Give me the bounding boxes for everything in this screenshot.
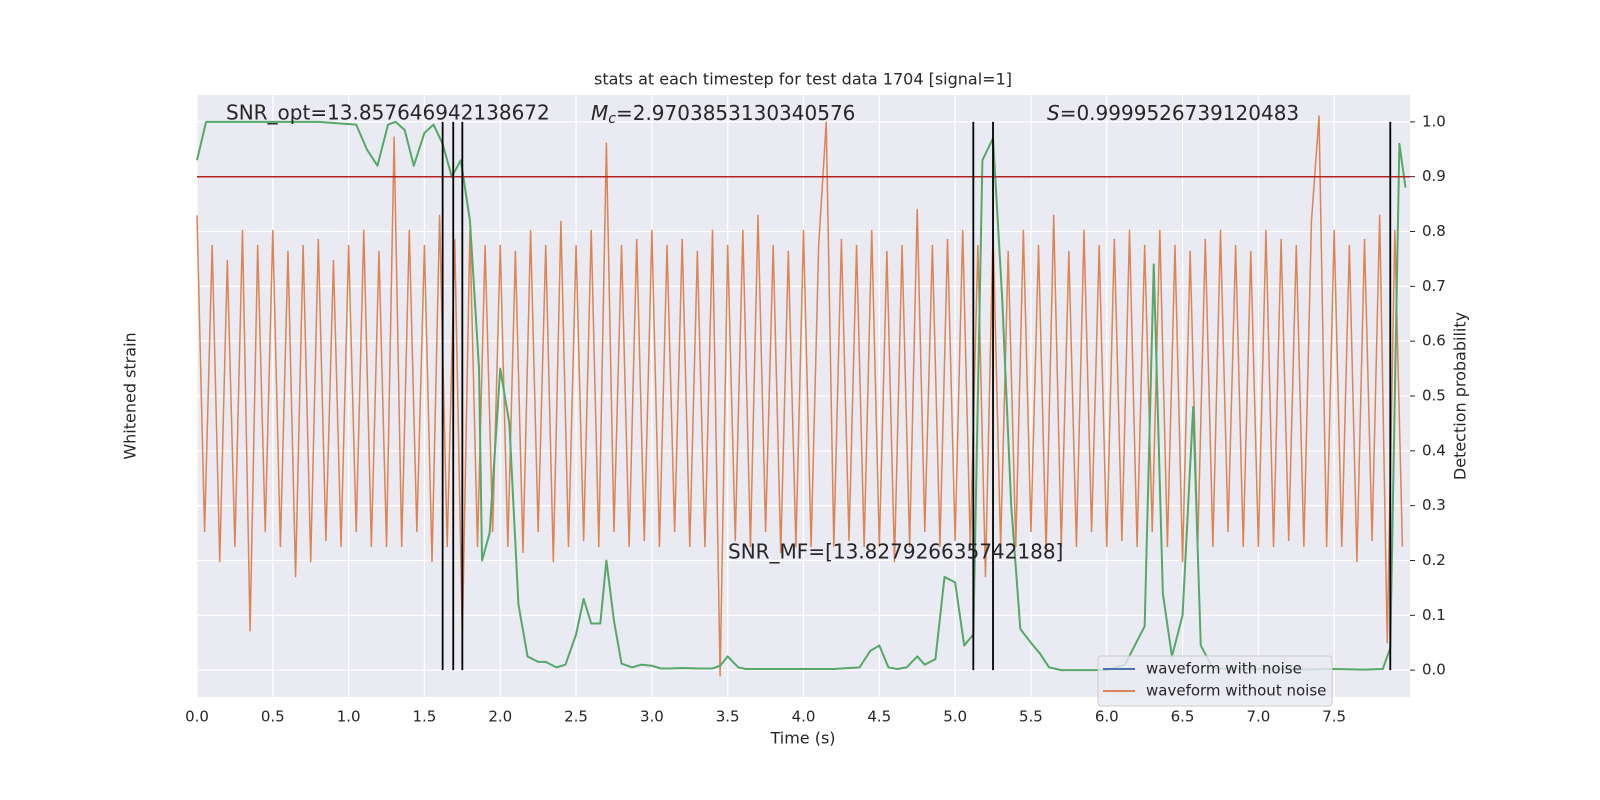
y2-tick-label: 0.9 xyxy=(1422,167,1446,185)
y2-tick-label: 0.6 xyxy=(1422,332,1446,350)
legend-label: waveform without noise xyxy=(1146,682,1326,700)
y2-tick-label: 0.5 xyxy=(1422,387,1446,405)
annotation: SNR_opt=13.857646942138672 xyxy=(226,101,550,125)
x-tick-label: 3.5 xyxy=(716,708,740,726)
x-axis-label: Time (s) xyxy=(769,729,835,748)
y-axis-label: Whitened strain xyxy=(121,332,140,459)
y2-tick-label: 0.2 xyxy=(1422,551,1446,569)
x-tick-label: 5.0 xyxy=(943,708,967,726)
x-tick-label: 6.5 xyxy=(1171,708,1195,726)
chart-title: stats at each timestep for test data 170… xyxy=(594,70,1012,89)
annotation-text: =0.9999526739120483 xyxy=(1060,101,1299,125)
y2-axis-label: Detection probability xyxy=(1451,312,1470,480)
legend-box xyxy=(1097,655,1333,707)
x-tick-label: 7.5 xyxy=(1322,708,1346,726)
y2-tick-label: 1.0 xyxy=(1422,112,1446,130)
x-tick-label: 1.0 xyxy=(337,708,361,726)
x-tick-label: 4.0 xyxy=(792,708,816,726)
x-tick-label: 7.0 xyxy=(1246,708,1270,726)
annotation-symbol: M xyxy=(591,101,608,125)
annotation: Mc=2.9703853130340576 xyxy=(591,101,855,128)
y2-tick-label: 0.3 xyxy=(1422,496,1446,514)
annotation-text: =2.9703853130340576 xyxy=(616,101,855,125)
x-tick-label: 1.5 xyxy=(413,708,437,726)
y2-tick-label: 0.8 xyxy=(1422,222,1446,240)
x-tick-label: 2.0 xyxy=(488,708,512,726)
x-tick-label: 6.0 xyxy=(1095,708,1119,726)
y2-tick-label: 0.4 xyxy=(1422,441,1446,459)
legend-label: waveform with noise xyxy=(1146,660,1302,678)
x-tick-label: 3.0 xyxy=(640,708,664,726)
x-tick-label: 4.5 xyxy=(867,708,891,726)
x-tick-label: 0.0 xyxy=(185,708,209,726)
y2-tick-label: 0.7 xyxy=(1422,277,1446,295)
y2-tick-label: 0.0 xyxy=(1422,661,1446,679)
x-tick-label: 0.5 xyxy=(261,708,285,726)
y2-tick-label: 0.1 xyxy=(1422,606,1446,624)
annotation-symbol: S xyxy=(1047,101,1060,125)
annotation-subscript: c xyxy=(608,111,616,127)
series-line xyxy=(196,115,1404,677)
x-tick-label: 5.5 xyxy=(1019,708,1043,726)
annotation: S=0.9999526739120483 xyxy=(1047,101,1299,125)
x-tick-label: 2.5 xyxy=(564,708,588,726)
annotation: SNR_MF=[13.827926635742188] xyxy=(728,540,1063,564)
